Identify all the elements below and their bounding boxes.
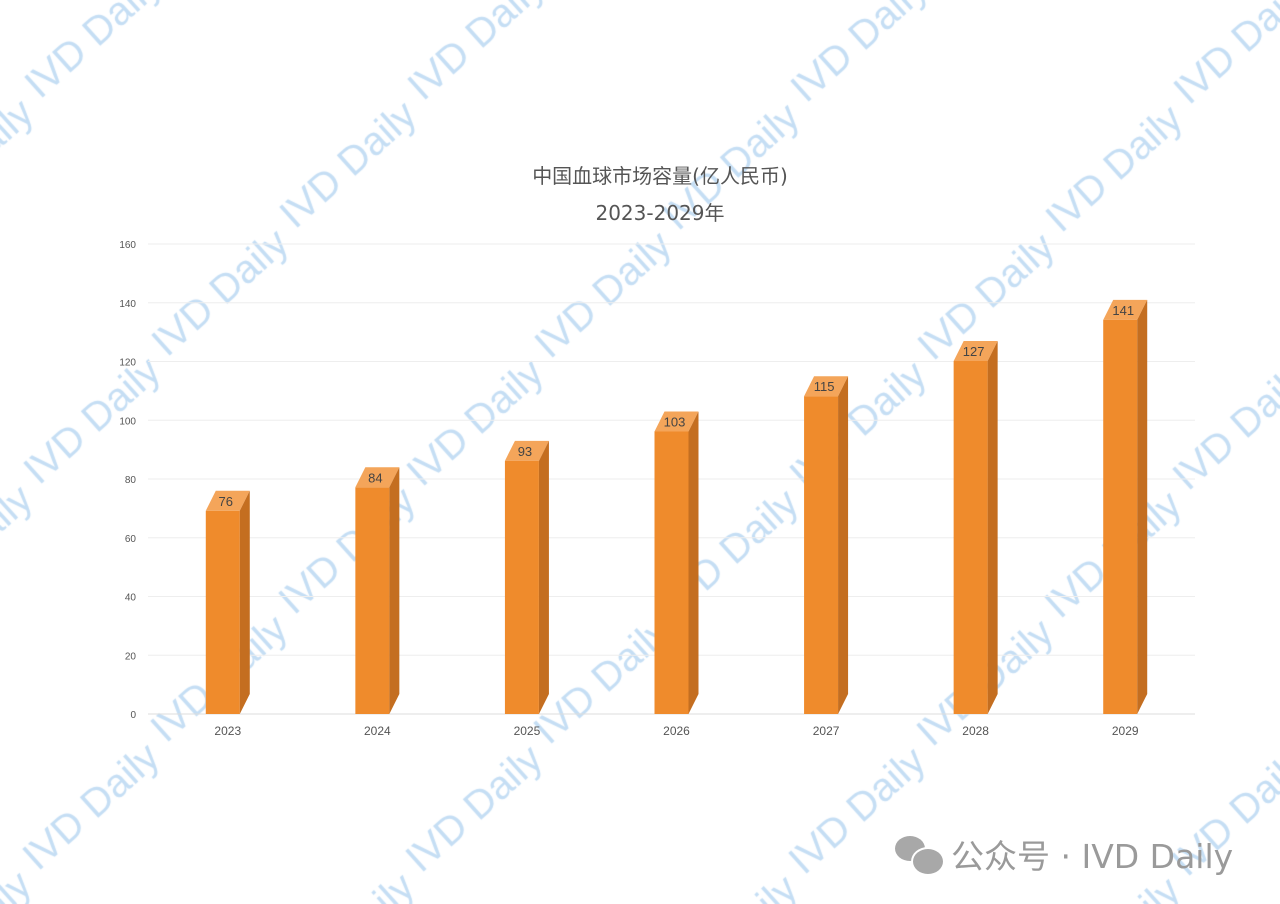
- bar-2023: [205, 490, 250, 714]
- bar-2027: [804, 376, 849, 714]
- bar-front: [804, 396, 839, 714]
- y-tick-label: 120: [119, 358, 136, 369]
- y-tick-label: 60: [125, 534, 137, 545]
- y-tick-label: 140: [119, 299, 136, 310]
- x-tick-label: 2029: [1112, 724, 1139, 738]
- data-label: 141: [1112, 303, 1134, 318]
- y-tick-label: 0: [130, 710, 136, 721]
- y-tick-label: 100: [119, 416, 136, 427]
- y-tick-label: 80: [125, 475, 137, 486]
- bar-front: [953, 360, 988, 714]
- bar-2028: [953, 340, 998, 714]
- bar-side: [838, 376, 849, 714]
- bar-top: [654, 411, 699, 432]
- x-tick-label: 2027: [813, 724, 840, 738]
- bar-front: [355, 487, 390, 714]
- x-tick-label: 2025: [514, 724, 541, 738]
- chart-title: 中国血球市场容量(亿人民币): [532, 164, 788, 188]
- bar-2026: [654, 411, 699, 714]
- bar-top: [205, 490, 250, 511]
- wechat-icon: [895, 834, 945, 876]
- data-label: 84: [368, 470, 382, 485]
- bar-side: [688, 411, 699, 714]
- footer-brand: 公众号 · IVD Daily: [895, 830, 1233, 878]
- bar-front: [1103, 319, 1138, 714]
- x-tick-label: 2026: [663, 724, 690, 738]
- bar-top: [804, 376, 849, 397]
- bar-top: [355, 467, 400, 488]
- bar-side: [239, 490, 250, 714]
- chart-subtitle: 2023-2029年: [595, 201, 725, 225]
- x-tick-label: 2023: [214, 724, 241, 738]
- bar-top: [504, 440, 549, 461]
- bar-side: [987, 340, 998, 714]
- bar-top: [953, 340, 998, 361]
- footer-label: 公众号 · IVD Daily: [951, 837, 1234, 876]
- y-tick-label: 40: [125, 593, 137, 604]
- data-label: 93: [518, 444, 532, 459]
- x-tick-label: 2028: [962, 724, 989, 738]
- bar-side: [1137, 299, 1148, 714]
- bar-side: [538, 440, 549, 714]
- y-tick-label: 160: [119, 240, 136, 251]
- y-tick-label: 20: [125, 651, 137, 662]
- data-label: 115: [814, 379, 835, 394]
- data-label: 127: [963, 344, 985, 359]
- data-label: 103: [664, 414, 686, 429]
- bar-front: [654, 431, 689, 714]
- data-label: 76: [219, 494, 233, 509]
- x-tick-label: 2024: [364, 724, 391, 738]
- bar-top: [1103, 299, 1148, 320]
- bar-2024: [355, 467, 400, 714]
- bar-front: [504, 460, 539, 714]
- bar-2029: [1103, 299, 1148, 714]
- bar-side: [389, 467, 400, 714]
- bar-2025: [504, 440, 549, 714]
- bar-front: [205, 510, 240, 714]
